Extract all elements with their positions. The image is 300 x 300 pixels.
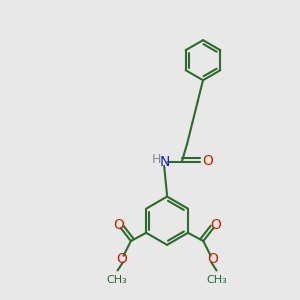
Text: O: O	[210, 218, 221, 232]
Text: O: O	[202, 154, 213, 168]
Text: CH₃: CH₃	[207, 274, 227, 285]
Text: O: O	[116, 252, 127, 266]
Text: O: O	[207, 252, 218, 266]
Text: CH₃: CH₃	[106, 274, 128, 285]
Text: H: H	[152, 153, 161, 166]
Text: N: N	[160, 154, 170, 169]
Text: O: O	[113, 218, 124, 232]
